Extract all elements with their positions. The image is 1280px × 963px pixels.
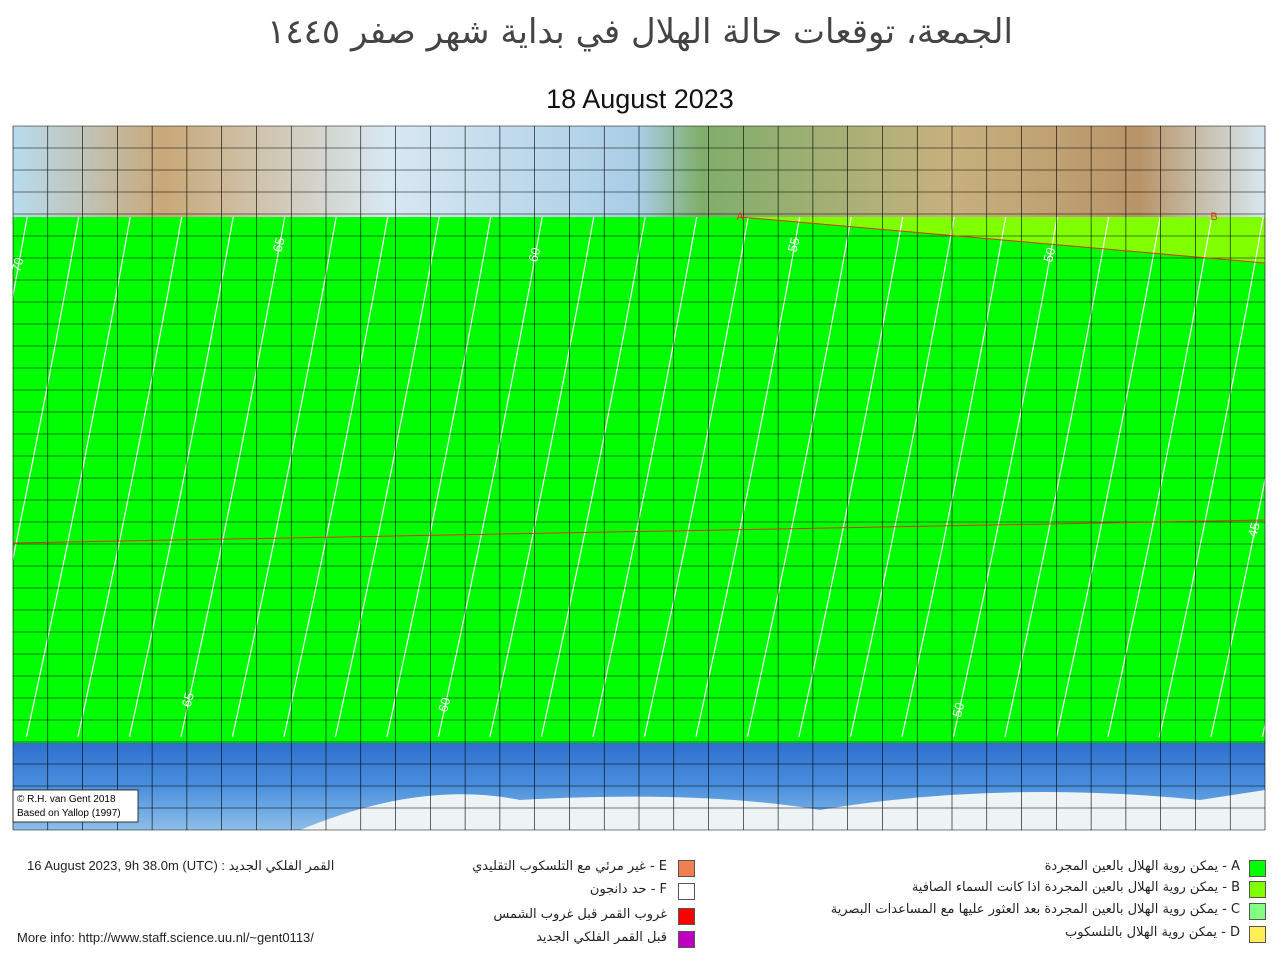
boundary-line [739, 216, 1266, 264]
contour-line [798, 217, 904, 738]
legend-label: قبل القمر الفلكي الجديد [536, 930, 667, 945]
legend-label: B - يمكن روية الهلال بالعين المجردة اذا … [911, 880, 1240, 895]
contour-label: 55 [785, 236, 803, 254]
contour-line [952, 217, 1058, 738]
contour-line [540, 217, 646, 738]
legend-swatch [1249, 881, 1266, 898]
legend-label: A - يمكن روية الهلال بالعين المجردة [1044, 859, 1240, 874]
legend-swatch [1249, 903, 1266, 920]
credit-box [12, 789, 139, 823]
title: الجمعة، توقعات حالة الهلال في بداية شهر … [267, 12, 1013, 52]
contour-line [1107, 217, 1213, 738]
legend-swatch [1249, 926, 1266, 943]
contour-label: 50 [1040, 246, 1058, 264]
legend-label: C - يمكن روية الهلال بالعين المجردة بعد … [830, 902, 1240, 917]
contour-label: 60 [435, 696, 453, 714]
contour-line [334, 217, 440, 738]
credit: Based on Yallop (1997) [17, 808, 121, 819]
contour-line [1158, 217, 1264, 738]
legend-label: F - حد دانجون [589, 882, 667, 897]
legend-swatch [678, 860, 695, 877]
contour-line [128, 217, 234, 738]
contour-line [437, 217, 543, 738]
marker-label: B [1210, 211, 1217, 223]
legend-swatch [1249, 860, 1266, 877]
contour-label: 65 [270, 236, 288, 254]
legend-swatch [678, 931, 695, 948]
legend-label: غروب القمر قبل غروب الشمس [493, 907, 667, 922]
contour-label: 70 [8, 256, 26, 274]
marker-label: A [736, 211, 744, 223]
contour-label: 50 [949, 701, 967, 719]
contour-line [1004, 217, 1110, 738]
contour-line [283, 217, 389, 738]
contour-line [1210, 476, 1265, 738]
contour-line [1055, 217, 1161, 738]
contour-label: 45 [1245, 521, 1263, 539]
contour-line [695, 217, 801, 738]
contour-line [746, 217, 852, 738]
contour-line [25, 217, 131, 738]
boundary-line [12, 519, 1266, 544]
date: 18 August 2023 [546, 84, 734, 114]
contour-line [180, 217, 286, 738]
more-info: More info: http://www.staff.science.uu.n… [17, 930, 314, 945]
legend-swatch [678, 908, 695, 925]
legend-swatch [678, 883, 695, 900]
contour-line [231, 217, 337, 738]
contour-line [386, 217, 492, 738]
contour-label: 60 [525, 246, 543, 264]
contour-line [643, 217, 749, 738]
contour-line [77, 217, 183, 738]
credit: © R.H. van Gent 2018 [17, 794, 116, 805]
contour-label: 65 [179, 691, 197, 709]
new-moon-info: 16 August 2023, 9h 38.0m (UTC) : القمر ا… [27, 858, 335, 873]
contour-line [901, 217, 1007, 738]
legend-label: D - يمكن روية الهلال بالتلسكوب [1065, 925, 1240, 940]
contour-line [849, 217, 955, 738]
antarctica [300, 790, 1265, 830]
contour-line [13, 217, 80, 562]
contour-line [489, 217, 595, 738]
contour-line [592, 217, 698, 738]
legend-label: E - غير مرئي مع التلسكوب التقليدي [472, 859, 667, 874]
